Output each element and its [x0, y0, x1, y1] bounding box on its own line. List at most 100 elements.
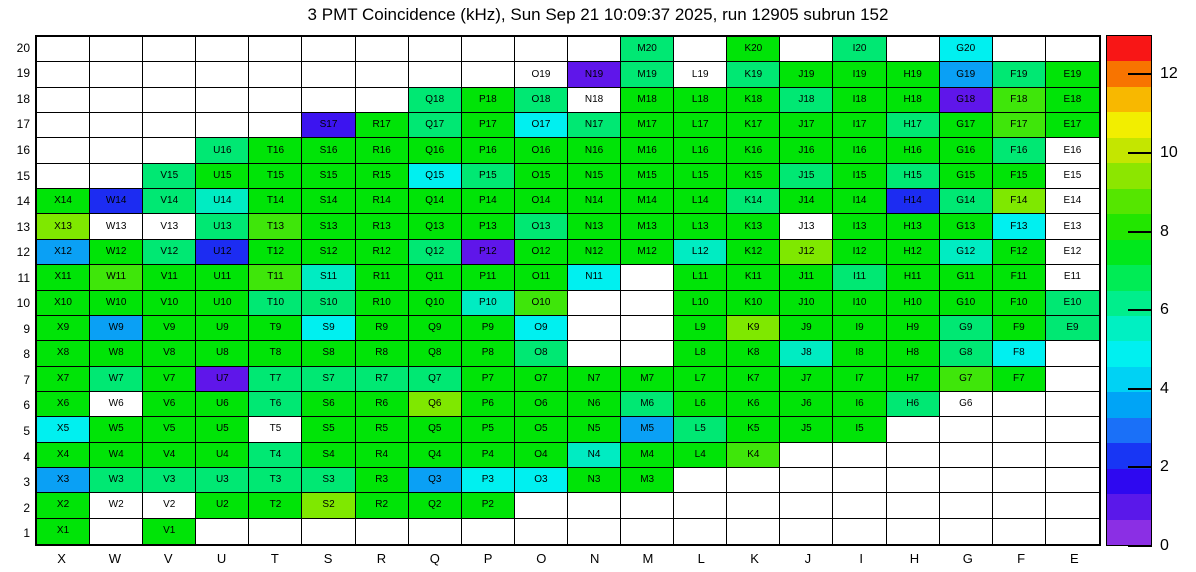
- heatmap-cell-Q1: [408, 518, 462, 544]
- heatmap-cell-K5: K5: [727, 417, 781, 443]
- heatmap-cell-S7: S7: [302, 366, 356, 392]
- cell-label: I9: [855, 322, 864, 334]
- heatmap-cell-G20: G20: [939, 37, 993, 63]
- cell-label: K8: [747, 347, 760, 359]
- cell-label: R12: [372, 245, 391, 257]
- heatmap-cell-U20: [196, 37, 250, 63]
- heatmap-cell-J8: J8: [780, 341, 834, 367]
- heatmap-cell-F7: F7: [992, 366, 1046, 392]
- cell-label: E13: [1063, 220, 1082, 232]
- heatmap-cell-L1: [674, 518, 728, 544]
- heatmap-cell-G5: [939, 417, 993, 443]
- cell-label: G15: [956, 169, 976, 181]
- heatmap-cell-S13: S13: [302, 214, 356, 240]
- heatmap-cell-W15: [90, 163, 144, 190]
- heatmap-cell-I8: I8: [833, 341, 887, 367]
- cell-label: T5: [269, 423, 282, 435]
- heatmap-cell-E20: [1045, 37, 1099, 63]
- heatmap-cell-W11: W11: [90, 265, 144, 291]
- heatmap-cell-K8: K8: [727, 341, 781, 367]
- cell-label: J11: [798, 271, 815, 283]
- heatmap-cell-G17: G17: [939, 113, 993, 139]
- heatmap-cell-L5: L5: [674, 417, 728, 443]
- heatmap-cell-K15: K15: [727, 163, 781, 190]
- cell-label: R4: [375, 448, 389, 460]
- heatmap-cell-M3: M3: [621, 467, 675, 494]
- cell-label: Q17: [425, 119, 445, 131]
- heatmap-cell-O2: [514, 493, 568, 519]
- cell-label: R7: [375, 372, 389, 384]
- heatmap-cell-X2: X2: [37, 493, 91, 519]
- heatmap-cell-P18: P18: [461, 87, 515, 114]
- heatmap-cell-X6: X6: [37, 391, 91, 418]
- cell-label: J9: [801, 322, 812, 334]
- x-tick-label-F: F: [1017, 551, 1026, 566]
- cell-label: M12: [637, 245, 657, 257]
- heatmap-cell-S9: S9: [302, 315, 356, 342]
- cell-label: I17: [852, 119, 867, 131]
- cell-label: F14: [1010, 195, 1028, 207]
- cell-label: M20: [637, 43, 657, 55]
- heatmap-cell-F6: [992, 391, 1046, 418]
- cell-label: X4: [56, 448, 70, 460]
- cell-label: V7: [163, 372, 176, 384]
- cell-label: R9: [375, 322, 389, 334]
- heatmap-cell-P15: P15: [461, 163, 515, 190]
- cell-label: V6: [163, 398, 176, 410]
- heatmap-cell-R15: R15: [355, 163, 409, 190]
- colorbar-band: [1107, 86, 1151, 113]
- heatmap-cell-E12: E12: [1045, 239, 1099, 266]
- heatmap-cell-J16: J16: [780, 138, 834, 164]
- cell-label: U5: [215, 423, 229, 435]
- cell-label: S3: [322, 474, 335, 486]
- cell-label: I10: [852, 296, 867, 308]
- cell-label: K15: [744, 169, 763, 181]
- cell-label: Q18: [425, 93, 445, 105]
- cell-label: W6: [108, 398, 124, 410]
- cell-label: V5: [163, 423, 176, 435]
- heatmap-cell-I10: I10: [833, 290, 887, 316]
- cell-label: U15: [213, 169, 232, 181]
- heatmap-cell-T8: T8: [249, 341, 303, 367]
- cell-label: G9: [959, 322, 973, 334]
- heatmap-cell-F19: F19: [992, 62, 1046, 88]
- heatmap-cell-R4: R4: [355, 442, 409, 468]
- cell-label: K9: [747, 322, 760, 334]
- heatmap-cell-J4: [780, 442, 834, 468]
- heatmap-cell-U7: U7: [196, 366, 250, 392]
- heatmap-cell-M8: [621, 341, 675, 367]
- heatmap-cell-H7: H7: [886, 366, 940, 392]
- heatmap-cell-H6: H6: [886, 391, 940, 418]
- cell-label: U11: [213, 271, 232, 283]
- cell-label: Q2: [428, 499, 442, 511]
- y-tick-label-7: 7: [23, 372, 30, 387]
- heatmap-cell-V3: V3: [143, 467, 197, 494]
- heatmap-cell-L19: L19: [674, 62, 728, 88]
- cell-label: O14: [531, 195, 551, 207]
- heatmap-cell-F8: F8: [992, 341, 1046, 367]
- cell-label: L10: [691, 296, 709, 308]
- cell-label: Q16: [425, 144, 445, 156]
- heatmap-cell-E14: E14: [1045, 189, 1099, 215]
- heatmap-cell-N12: N12: [567, 239, 622, 266]
- cell-label: W3: [108, 474, 124, 486]
- heatmap-cell-G8: G8: [939, 341, 993, 367]
- heatmap-cell-Q2: Q2: [408, 493, 462, 519]
- cell-label: K10: [744, 296, 763, 308]
- heatmap-cell-N18: N18: [567, 87, 622, 114]
- cell-label: L15: [691, 169, 709, 181]
- heatmap-cell-H16: H16: [886, 138, 940, 164]
- cell-label: R15: [372, 169, 391, 181]
- heatmap-cell-M4: M4: [621, 442, 675, 468]
- heatmap-cell-X19: [37, 62, 91, 88]
- cell-label: K18: [744, 93, 763, 105]
- heatmap-cell-O18: O18: [514, 87, 568, 114]
- heatmap-cell-O16: O16: [514, 138, 568, 164]
- heatmap-cell-X9: X9: [37, 315, 91, 342]
- cell-label: Q10: [425, 296, 445, 308]
- colorbar-band: [1107, 112, 1151, 138]
- heatmap-cell-I19: I19: [833, 62, 887, 88]
- cell-label: G19: [956, 68, 976, 80]
- cell-label: M5: [640, 423, 655, 435]
- heatmap-cell-T2: T2: [249, 493, 303, 519]
